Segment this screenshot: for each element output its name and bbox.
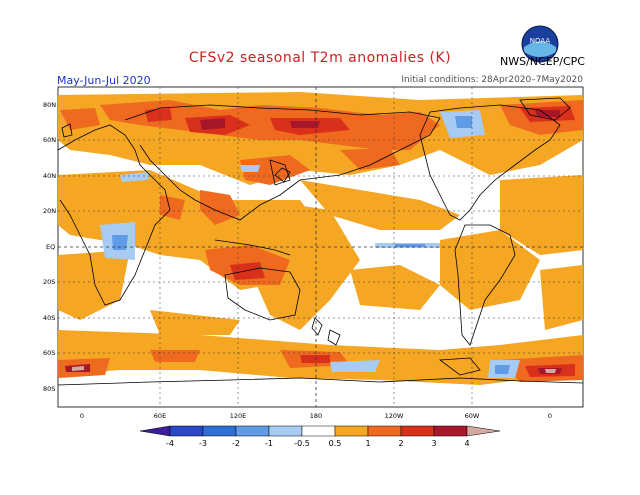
cb-label-m4: -4: [166, 439, 174, 448]
lat-40n: 40N: [43, 172, 56, 180]
agency-label: NWS/NCEP/CPC: [500, 55, 585, 68]
cb-label-p1: 1: [365, 439, 370, 448]
lat-labels: 80N 60N 40N 20N EQ 20S 40S 60S 80S: [43, 101, 56, 393]
lat-60s: 60S: [43, 349, 55, 357]
logo-text: NOAA: [530, 37, 551, 45]
cb-label-p2: 2: [398, 439, 403, 448]
lon-120w: 120W: [385, 412, 404, 420]
noaa-logo: NOAA: [520, 24, 560, 64]
lon-180: 180: [310, 412, 322, 420]
lon-0-right: 0: [548, 412, 552, 420]
colorbar: -4 -3 -2 -1 -0.5 0.5 1 2 3 4: [139, 425, 501, 448]
cb-label-p3: 3: [431, 439, 436, 448]
initial-conditions: Initial conditions: 28Apr2020–7May2020: [401, 75, 583, 85]
anomaly-fields: [58, 92, 583, 386]
lon-120e: 120E: [230, 412, 247, 420]
map-title: CFSv2 seasonal T2m anomalies (K): [188, 50, 452, 66]
lat-80s: 80S: [43, 385, 55, 393]
lat-eq: EQ: [46, 243, 55, 251]
cb-label-p4: 4: [464, 439, 469, 448]
warm-anomaly-extreme: [65, 110, 562, 374]
cb-label-m3: -3: [199, 439, 207, 448]
cb-label-m2: -2: [232, 439, 240, 448]
cb-label-m1: -1: [265, 439, 273, 448]
lat-80n: 80N: [43, 101, 56, 109]
lat-40s: 40S: [43, 314, 55, 322]
lon-60w: 60W: [465, 412, 480, 420]
forecast-period: May-Jun-Jul 2020: [57, 74, 151, 87]
lon-60e: 60E: [154, 412, 166, 420]
cb-label-p05: 0.5: [329, 439, 342, 448]
coastlines: [58, 97, 583, 386]
warm-anomaly-peak: [72, 366, 556, 373]
lon-labels: 0 60E 120E 180 120W 60W 0: [80, 412, 552, 420]
lon-0-left: 0: [80, 412, 84, 420]
cold-anomaly-moderate: [112, 116, 510, 374]
lat-20n: 20N: [43, 207, 56, 215]
lat-60n: 60N: [43, 136, 56, 144]
cb-label-m05: -0.5: [294, 439, 310, 448]
lat-20s: 20S: [43, 278, 55, 286]
graticule: [58, 87, 583, 407]
